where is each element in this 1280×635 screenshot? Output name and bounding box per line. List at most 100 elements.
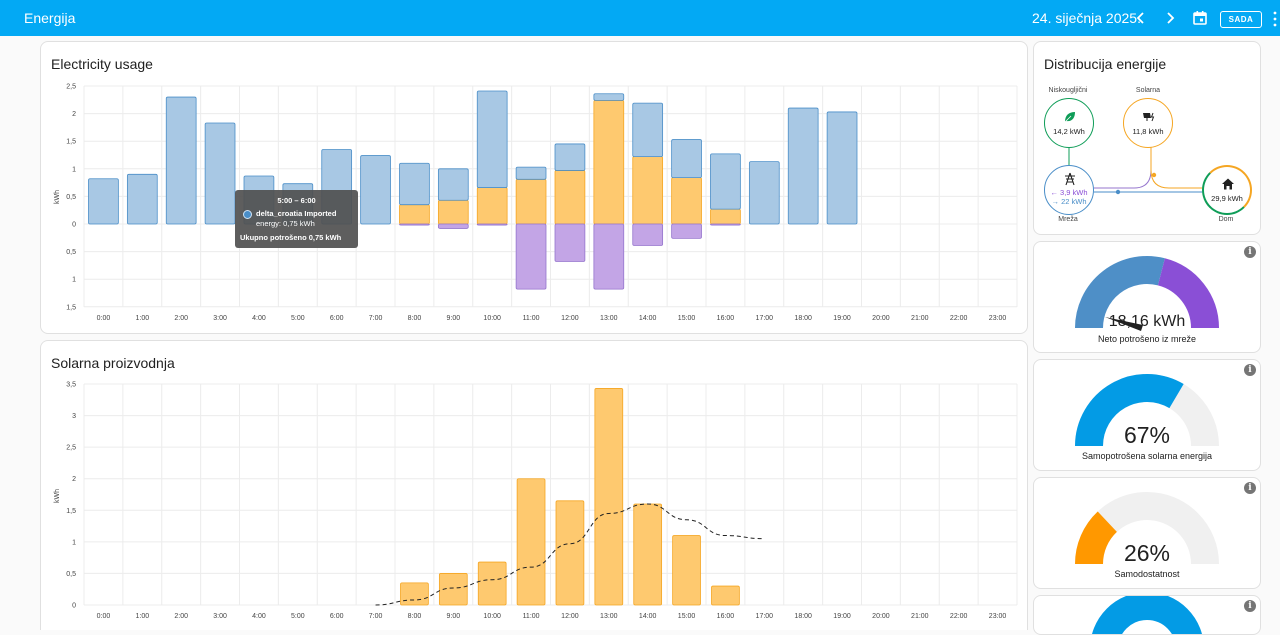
grid-node[interactable]: ← 3,9 kWh → 22 kWh — [1044, 165, 1094, 215]
y-tick-label: 0,5 — [66, 249, 76, 256]
grid-import-bar — [515, 166, 547, 180]
y-axis-label: kWh — [54, 489, 61, 503]
chevron-left-icon[interactable] — [1129, 6, 1153, 30]
x-tick-label: 23:00 — [989, 315, 1007, 322]
x-tick-label: 12:00 — [561, 315, 579, 322]
x-tick-label: 10:00 — [483, 315, 501, 322]
home-node[interactable]: 29,9 kWh — [1202, 165, 1252, 215]
info-icon[interactable]: i — [1244, 246, 1256, 258]
grid-import-bar — [204, 122, 236, 225]
x-tick-label: 19:00 — [833, 613, 851, 620]
solar-production-bar — [711, 585, 740, 606]
y-tick-label: 1,5 — [66, 139, 76, 146]
grid-import-bar — [710, 153, 741, 210]
grid-import-bar — [632, 102, 664, 158]
info-icon[interactable]: i — [1244, 364, 1256, 376]
solar-bar — [710, 208, 741, 225]
x-tick-label: 3:00 — [213, 315, 227, 322]
x-tick-label: 4:00 — [252, 613, 266, 620]
now-button[interactable]: SADA — [1220, 11, 1262, 28]
solar-node[interactable]: 11,8 kWh — [1123, 98, 1173, 148]
export-bar — [671, 223, 702, 239]
solar-bar — [437, 199, 469, 225]
solar-flow-dot — [1151, 172, 1157, 178]
x-tick-label: 21:00 — [911, 315, 929, 322]
partial-gauge-arc — [1092, 596, 1202, 634]
grid-import-bar — [360, 155, 391, 225]
solar-production-bar — [400, 582, 429, 606]
solar-to-home-line — [1150, 146, 1202, 189]
x-tick-label: 12:00 — [561, 613, 579, 620]
gauge-arc-import — [1075, 256, 1165, 329]
home-label: Dom — [1218, 216, 1234, 223]
x-tick-label: 19:00 — [833, 315, 851, 322]
grid-import-bar — [787, 107, 819, 225]
home-icon — [1222, 178, 1234, 190]
x-tick-label: 23:00 — [989, 613, 1007, 620]
y-tick-label: 2 — [72, 476, 76, 483]
solar-production-bar — [672, 535, 701, 606]
tooltip-total: Ukupno potrošeno 0,75 kWh — [240, 233, 342, 242]
x-tick-label: 9:00 — [447, 315, 461, 322]
grid-import-bar — [593, 93, 625, 101]
x-tick-label: 1:00 — [136, 613, 150, 620]
self-sufficiency-label: Samodostatnost — [1114, 569, 1180, 579]
x-tick-label: 7:00 — [369, 613, 383, 620]
x-tick-label: 13:00 — [600, 315, 618, 322]
low-carbon-label: Niskougljični — [1048, 87, 1088, 94]
gauge-fill — [1075, 374, 1184, 447]
y-tick-label: 3,5 — [66, 382, 76, 389]
solar-bar — [632, 156, 664, 225]
x-tick-label: 16:00 — [717, 613, 735, 620]
solar-production-card: Solarna proizvodnja 0 0,5 1 1,5 2 2,5 3 3,5 kWh 0… — [40, 340, 1028, 630]
solar-chart[interactable]: 0 0,5 1 1,5 2 2,5 3 3,5 kWh 0:00 1:00 2:00 3:00 4:00 5… — [41, 341, 1029, 631]
solar-panel-icon — [1143, 112, 1155, 122]
x-tick-label: 3:00 — [213, 613, 227, 620]
solar-production-bar — [477, 561, 507, 606]
y-tick-label: 1 — [72, 277, 76, 284]
x-tick-label: 18:00 — [794, 613, 812, 620]
x-tick-label: 5:00 — [291, 315, 305, 322]
export-bar — [554, 223, 586, 262]
solar-label: Solarna — [1135, 87, 1161, 94]
usage-chart[interactable]: 0 0,5 1 1,5 2 2,5 0,5 1 1,5 kWh 0:00 1:00 2:00 3:00 4:… — [41, 42, 1029, 335]
grid-import-bar — [826, 111, 858, 225]
x-tick-label: 1:00 — [136, 315, 150, 322]
leaf-icon — [1064, 112, 1075, 123]
low-carbon-node[interactable]: 14,2 kWh — [1044, 98, 1094, 148]
grid-import-value: ← 3,9 kWh — [1050, 188, 1088, 197]
more-vert-icon[interactable] — [1270, 10, 1280, 28]
x-tick-label: 6:00 — [330, 613, 344, 620]
y-tick-label: 1 — [72, 539, 76, 546]
export-bar — [515, 223, 547, 290]
self-consumed-solar-gauge-card: i 67% Samopotrošena solarna energija — [1033, 359, 1261, 471]
calendar-icon[interactable] — [1188, 6, 1212, 30]
x-tick-label: 14:00 — [639, 315, 657, 322]
export-bar — [632, 223, 664, 246]
solar-bar — [554, 170, 586, 225]
export-bar — [476, 223, 508, 226]
x-tick-label: 10:00 — [483, 613, 501, 620]
x-tick-label: 20:00 — [872, 613, 890, 620]
grid-export-value: → 22 kWh — [1051, 197, 1087, 206]
gauge-fill — [1075, 511, 1118, 565]
y-tick-label: 2,5 — [66, 84, 76, 91]
x-tick-label: 6:00 — [330, 315, 344, 322]
chevron-right-icon[interactable] — [1158, 6, 1182, 30]
x-tick-label: 21:00 — [911, 613, 929, 620]
self-sufficiency-gauge-card: i 26% Samodostatnost — [1033, 477, 1261, 589]
self-sufficiency-value: 26% — [1123, 540, 1171, 566]
distribution-card-title: Distribucija energije — [1044, 56, 1167, 72]
energy-distribution-card: Distribucija energije Niskougljični 14,2… — [1033, 41, 1261, 235]
export-bar — [437, 223, 469, 229]
x-tick-label: 5:00 — [291, 613, 305, 620]
electricity-usage-card: Electricity usage 0 0,5 1 1,5 2 2,5 0,5 1 1,5 kWh… — [40, 41, 1028, 334]
info-icon[interactable]: i — [1244, 600, 1256, 612]
solar-card-title: Solarna proizvodnja — [51, 355, 175, 371]
x-tick-label: 4:00 — [252, 315, 266, 322]
info-icon[interactable]: i — [1244, 482, 1256, 494]
gauge-needle — [1105, 317, 1143, 331]
top-app-bar: Energija 24. siječnja 2025. SADA — [0, 0, 1280, 36]
x-tick-label: 17:00 — [756, 315, 774, 322]
x-tick-label: 15:00 — [678, 315, 696, 322]
